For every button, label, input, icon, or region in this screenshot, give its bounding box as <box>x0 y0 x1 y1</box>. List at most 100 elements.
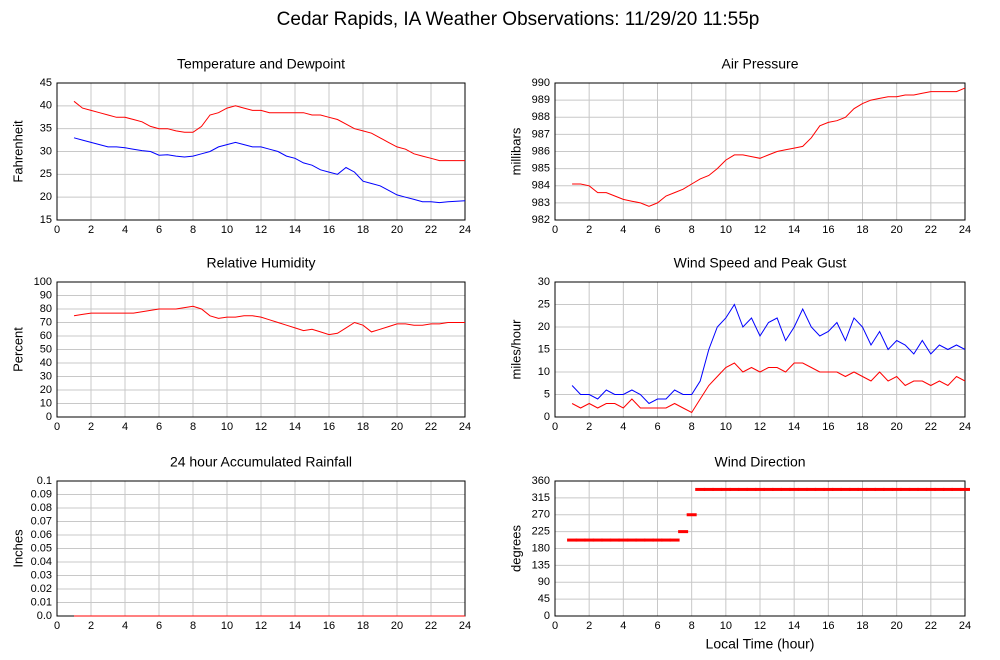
x-tick-label: 14 <box>788 421 800 433</box>
x-tick-label: 22 <box>925 620 937 632</box>
point <box>789 487 800 491</box>
y-tick-label: 0.01 <box>31 596 52 608</box>
x-tick-label: 0 <box>552 224 558 236</box>
x-tick-label: 14 <box>289 421 301 433</box>
y-axis-label: Fahrenheit <box>10 120 25 183</box>
x-tick-label: 20 <box>891 620 903 632</box>
x-tick-label: 24 <box>959 620 971 632</box>
point <box>652 538 663 542</box>
y-tick-label: 25 <box>40 168 52 180</box>
y-tick-label: 0.09 <box>31 488 52 500</box>
y-tick-label: 983 <box>532 197 550 209</box>
x-tick-label: 0 <box>54 421 60 433</box>
x-tick-label: 14 <box>289 224 301 236</box>
point <box>584 538 595 542</box>
point <box>951 487 962 491</box>
x-tick-label: 14 <box>788 224 800 236</box>
point <box>960 487 970 491</box>
y-tick-label: 35 <box>40 123 52 135</box>
x-tick-label: 18 <box>357 224 369 236</box>
x-tick-label: 6 <box>156 224 162 236</box>
x-tick-label: 4 <box>122 620 128 632</box>
series-line <box>73 100 465 162</box>
y-tick-label: 0.05 <box>31 542 52 554</box>
y-tick-label: 984 <box>532 180 550 192</box>
x-tick-label: 8 <box>689 620 695 632</box>
point <box>686 513 697 517</box>
x-tick-label: 22 <box>925 224 937 236</box>
y-tick-label: 40 <box>40 100 52 112</box>
x-tick-label: 6 <box>654 421 660 433</box>
x-tick-label: 10 <box>720 421 732 433</box>
x-tick-label: 16 <box>323 421 335 433</box>
point <box>814 487 825 491</box>
x-tick-label: 8 <box>190 421 196 433</box>
x-tick-label: 24 <box>959 421 971 433</box>
y-tick-label: 988 <box>532 111 550 123</box>
point <box>908 487 919 491</box>
point <box>626 538 637 542</box>
y-tick-label: 987 <box>532 128 550 140</box>
y-tick-label: 30 <box>538 276 550 288</box>
y-tick-label: 20 <box>538 321 550 333</box>
point <box>900 487 911 491</box>
y-tick-label: 225 <box>532 526 550 538</box>
x-tick-label: 12 <box>754 224 766 236</box>
y-tick-label: 70 <box>40 316 52 328</box>
x-tick-label: 8 <box>689 224 695 236</box>
point <box>831 487 842 491</box>
point <box>755 487 765 491</box>
point <box>678 530 689 534</box>
point <box>934 487 945 491</box>
y-tick-label: 990 <box>532 77 550 89</box>
y-tick-label: 20 <box>40 384 52 396</box>
x-tick-label: 22 <box>925 421 937 433</box>
x-tick-label: 22 <box>425 224 437 236</box>
x-tick-label: 10 <box>221 224 233 236</box>
x-tick-label: 10 <box>720 620 732 632</box>
point <box>635 538 646 542</box>
x-tick-label: 10 <box>720 224 732 236</box>
x-tick-label: 12 <box>255 224 267 236</box>
y-tick-label: 30 <box>40 145 52 157</box>
plot-frame <box>56 82 466 221</box>
point <box>601 538 612 542</box>
point <box>746 487 757 491</box>
point <box>823 487 834 491</box>
x-tick-label: 22 <box>425 620 437 632</box>
y-tick-label: 10 <box>40 397 52 409</box>
point <box>720 487 731 491</box>
point <box>712 487 723 491</box>
y-tick-label: 315 <box>532 492 550 504</box>
x-tick-label: 6 <box>654 620 660 632</box>
y-tick-label: 989 <box>532 94 550 106</box>
y-tick-label: 0.03 <box>31 569 52 581</box>
point <box>703 487 714 491</box>
point <box>874 487 885 491</box>
plot-frame <box>56 281 466 418</box>
y-tick-label: 986 <box>532 145 550 157</box>
y-tick-label: 90 <box>40 289 52 301</box>
y-tick-label: 0.02 <box>31 583 52 595</box>
y-tick-label: 20 <box>40 191 52 203</box>
x-axis-label: Local Time (hour) <box>706 636 815 652</box>
y-tick-label: 135 <box>532 559 550 571</box>
point <box>917 487 928 491</box>
series-line <box>571 362 966 414</box>
x-tick-label: 18 <box>357 421 369 433</box>
point <box>609 538 620 542</box>
x-tick-label: 12 <box>754 620 766 632</box>
x-tick-label: 20 <box>391 421 403 433</box>
y-tick-label: 0.08 <box>31 502 52 514</box>
y-tick-label: 982 <box>532 214 550 226</box>
x-tick-label: 4 <box>620 421 626 433</box>
x-tick-label: 6 <box>654 224 660 236</box>
point <box>695 487 706 491</box>
point <box>772 487 783 491</box>
y-tick-label: 0.06 <box>31 529 52 541</box>
y-tick-label: 80 <box>40 303 52 315</box>
x-tick-label: 10 <box>221 421 233 433</box>
y-tick-label: 0.1 <box>37 475 52 487</box>
point <box>737 487 748 491</box>
